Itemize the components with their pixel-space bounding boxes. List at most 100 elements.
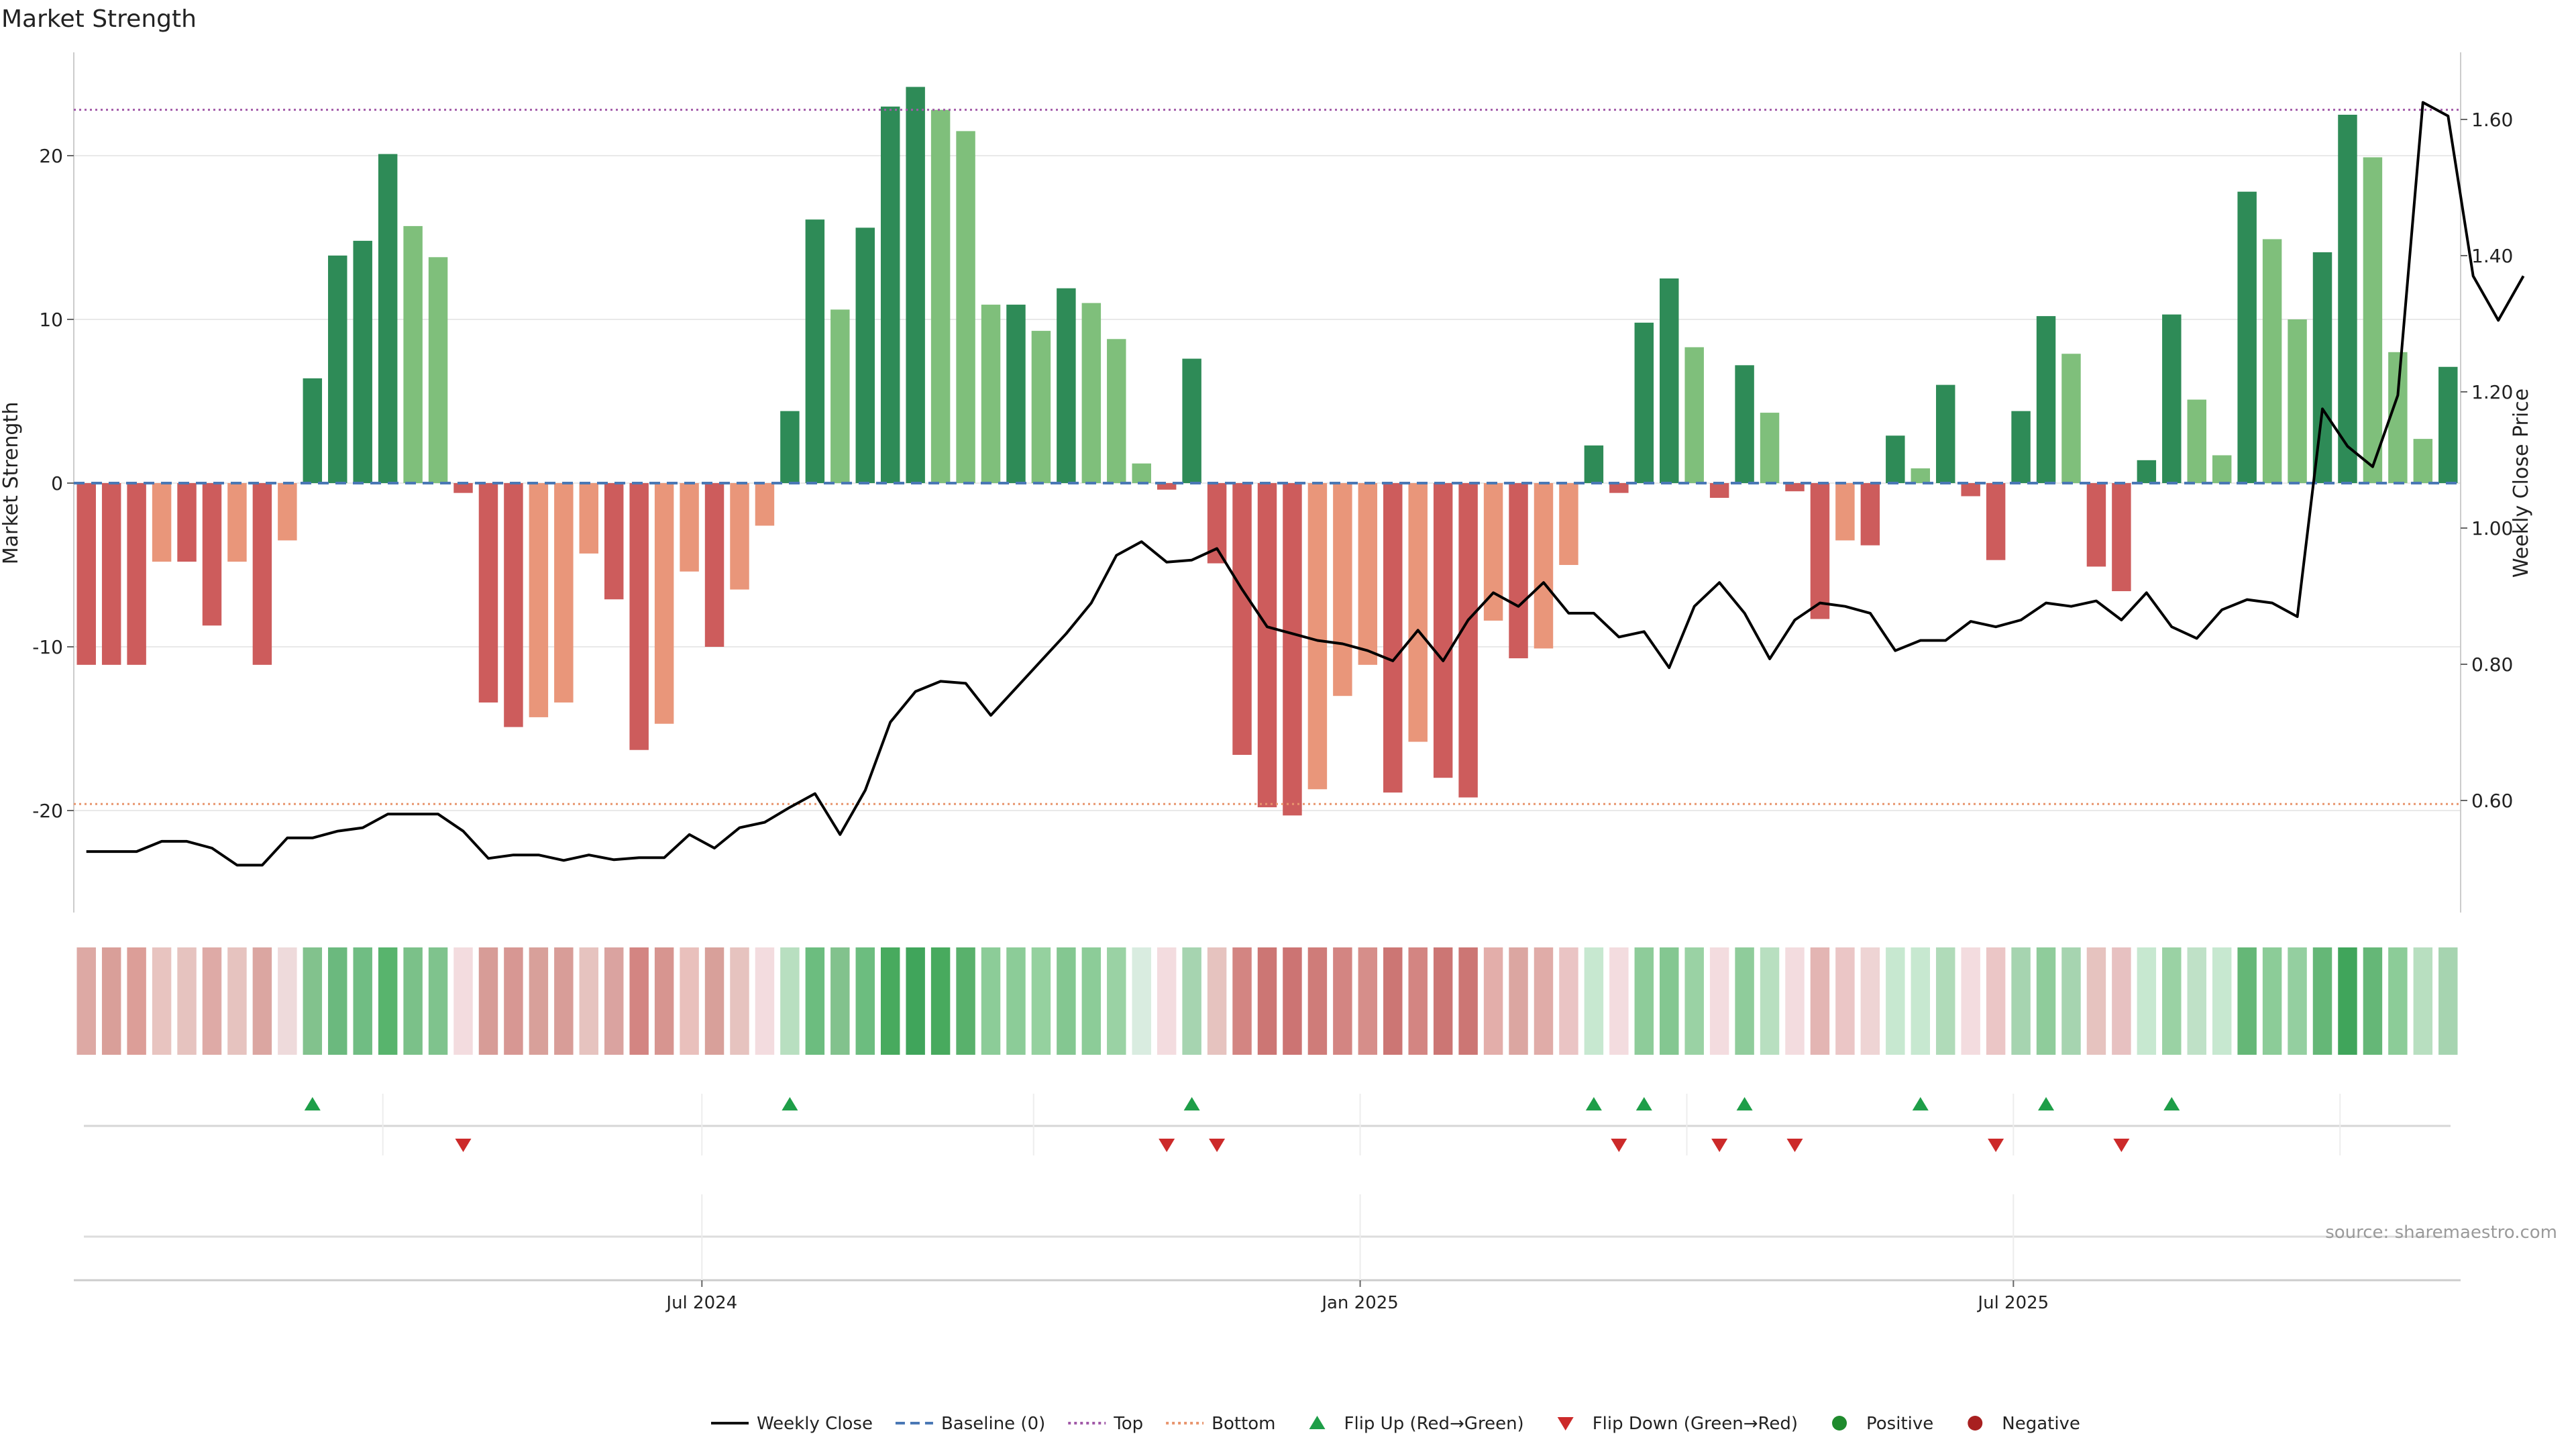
heat-cell [1132,947,1151,1055]
strength-bar [1057,288,1076,483]
legend-item: Weekly Close [711,1414,873,1434]
heat-cell [1559,947,1578,1055]
strength-bar [1458,483,1478,798]
flip-up-marker [2163,1097,2180,1110]
heat-cell [1810,947,1830,1055]
heat-cell [227,947,247,1055]
strength-bar [880,106,900,484]
heat-cell [101,947,121,1055]
heat-cell [730,947,749,1055]
heat-cell [1283,947,1302,1055]
heat-cell [1057,947,1076,1055]
strength-bar [2212,455,2232,483]
y-axis-label: Market Strength [0,402,23,564]
heat-cell [1006,947,1026,1055]
flip-down-marker [1786,1139,1803,1152]
heat-cell [1333,947,1352,1055]
strength-bar [1986,483,2006,560]
strength-bar [730,483,749,590]
heat-cell [303,947,323,1055]
heat-cell [152,947,172,1055]
heat-cell [2312,947,2332,1055]
heat-cell [1157,947,1177,1055]
tick-labels: -20 -10 0 10 20 0.60 0.80 1.00 1.20 1.40 1.60 [32,109,2513,822]
strength-bar [403,225,423,483]
heat-cell [2137,947,2157,1055]
strength-bar [202,483,222,626]
strength-bar [1383,483,1403,793]
heat-cell [504,947,523,1055]
heat-cell [880,947,900,1055]
strength-bar [453,483,473,493]
flip-down-marker [455,1139,472,1152]
heat-cell [855,947,875,1055]
heat-cell [278,947,297,1055]
strength-bar [2237,191,2257,483]
x-tick-label: Jan 2025 [1320,1293,1399,1313]
chart-title: Market Strength [1,5,197,33]
legend-swatch-circle [1968,1416,1983,1431]
legend-swatch-triangle-up [1309,1416,1326,1429]
heat-cell [2363,947,2383,1055]
y2-tick-label: 1.60 [2471,109,2513,131]
strength-bar [252,483,272,665]
strength-bar [629,483,649,750]
flip-up-marker [782,1097,798,1110]
weekly-close-line [86,101,2525,867]
flip-up-marker [1635,1097,1652,1110]
strength-bar [278,483,297,541]
lower-panel: Jul 2024 Jan 2025 Jul 2025 [74,1194,2461,1313]
strength-bar [981,305,1001,483]
heat-cell [1031,947,1051,1055]
strength-bar [805,219,825,483]
heat-cell [2388,947,2408,1055]
heat-cell [680,947,699,1055]
heat-cell [1584,947,1604,1055]
flip-up-marker [1736,1097,1753,1110]
strength-bar [1232,483,1252,756]
strength-bar [604,483,624,600]
strength-bar [1559,483,1578,565]
heat-cell [1735,947,1754,1055]
strength-bar [1307,483,1328,790]
strength-bar [2312,252,2332,483]
heat-cell [1232,947,1252,1055]
heat-cell [1634,947,1654,1055]
legend-label: Flip Up (Red→Green) [1344,1414,1524,1434]
strength-bar [2112,483,2131,592]
heat-cell [127,947,146,1055]
heat-cell [981,947,1001,1055]
legend-item: Flip Up (Red→Green) [1309,1414,1524,1434]
legend-item: Positive [1832,1414,1933,1434]
strength-bar [529,483,549,717]
strength-bar [2438,366,2458,483]
heat-cell [1986,947,2006,1055]
strength-bar [428,257,448,483]
strength-bar [2338,115,2357,483]
heat-cell [2413,947,2433,1055]
heat-cell [1860,947,1880,1055]
legend-item: Flip Down (Green→Red) [1557,1414,1798,1434]
heat-cell [2011,947,2031,1055]
strength-bar [1785,483,1805,492]
heat-cell [1684,947,1704,1055]
strength-bar [1609,483,1629,493]
flip-up-marker [1183,1097,1200,1110]
strength-bar [2413,439,2433,483]
strength-bar [554,483,574,703]
strength-bar [1634,322,1654,483]
heat-cell [1207,947,1227,1055]
strength-bar [2262,239,2282,483]
strength-bar [1182,358,1201,483]
heat-cell [805,947,825,1055]
strength-bar [1684,347,1704,483]
heat-cell [2187,947,2206,1055]
flip-down-marker [1611,1139,1627,1152]
strength-bar [755,483,775,526]
x-tick-label: Jul 2025 [1976,1293,2049,1313]
strength-bar [1283,483,1302,816]
heat-cell [629,947,649,1055]
strength-bar [378,154,398,483]
strength-bar [1860,483,1880,546]
